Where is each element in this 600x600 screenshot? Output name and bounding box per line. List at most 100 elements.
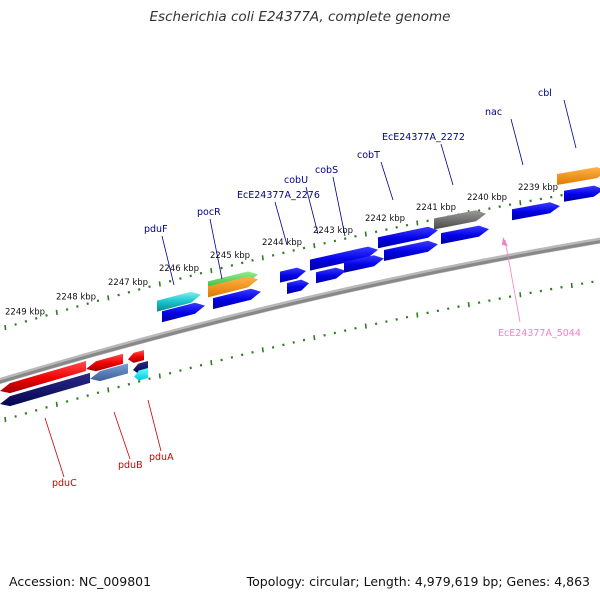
scale-tick-inner (199, 363, 203, 367)
scale-tick-outer (498, 205, 501, 208)
gene-arrow-forward (213, 288, 261, 310)
scale-label: 2249 kbp (5, 308, 45, 318)
scale-tick-outer (292, 249, 295, 252)
gene-label-forward: nac (485, 107, 502, 118)
scale-tick-inner (570, 282, 573, 289)
scale-tick-inner (385, 320, 388, 323)
scale-tick-outer (271, 253, 275, 257)
gene-arrow-reverse (128, 350, 144, 363)
scale-tick-outer (251, 258, 254, 262)
scale-tick-inner (34, 409, 38, 412)
gene-label-reverse: pduB (118, 460, 143, 471)
scale-tick-outer (560, 193, 563, 197)
scale-tick-inner (210, 360, 213, 366)
scale-tick-inner (416, 312, 419, 318)
scale-tick-outer (549, 195, 553, 199)
gene-label-forward: EcE24377A_2276 (237, 190, 320, 201)
rna-leader (504, 239, 521, 323)
scale-tick-inner (426, 311, 429, 315)
scale-tick-outer (343, 237, 347, 240)
scale-tick-outer (426, 219, 429, 223)
gene-arrow-reverse (86, 353, 123, 372)
scale-tick-inner (117, 385, 120, 389)
scale-tick-outer (333, 239, 337, 243)
scale-tick-inner (549, 287, 553, 291)
scale-tick-inner (446, 307, 450, 311)
gene-arrow-forward (310, 246, 378, 271)
scale-tick-outer (107, 295, 110, 301)
gene-arrow-forward (162, 302, 205, 323)
scale-tick-outer (34, 317, 38, 320)
gene-label-forward: cobT (357, 150, 380, 161)
gene-leader-forward (380, 161, 394, 201)
scale-tick-inner (519, 292, 522, 298)
scale-layer: 2249 kbp 2248 kbp 2247 kbp 2246 kbp 2245 kbp… (4, 183, 594, 423)
scale-tick-inner (168, 371, 172, 375)
scale-tick-inner (230, 356, 234, 359)
scale-tick-inner (86, 394, 89, 397)
scale-tick-outer (45, 314, 48, 317)
scale-tick-outer (199, 271, 203, 275)
scale-tick-inner (364, 323, 367, 329)
scale-tick-inner (179, 369, 182, 372)
gene-arrow-forward (512, 202, 560, 221)
scale-tick-inner (65, 400, 69, 403)
gene-leader-forward (209, 218, 223, 280)
scale-tick-inner (323, 333, 326, 337)
scale-tick-outer (117, 293, 120, 297)
scale-tick-outer (405, 223, 409, 227)
scale-tick-inner (354, 326, 357, 330)
scale-tick-inner (76, 397, 79, 400)
scale-tick-inner (4, 416, 7, 423)
gene-label-forward: cobS (315, 165, 338, 176)
scale-tick-outer (508, 203, 512, 207)
scale-tick-inner (240, 353, 244, 357)
gene-arrow-reverse (134, 368, 148, 381)
scale-tick-outer (148, 285, 151, 289)
scale-tick-outer (539, 197, 543, 201)
scale-label: 2239 kbp (518, 183, 558, 193)
scale-tick-outer (261, 255, 264, 261)
scale-tick-outer (210, 268, 213, 274)
gene-arrow-forward (384, 240, 438, 261)
scale-tick-inner (55, 401, 58, 407)
scale-tick-inner (107, 387, 110, 393)
backbone-layer (0, 237, 600, 385)
gene-arrow-forward (344, 255, 384, 273)
scale-tick-outer (477, 209, 481, 212)
scale-tick-inner (137, 380, 141, 383)
gene-leader-forward (161, 235, 175, 286)
scale-tick-outer (488, 207, 491, 210)
scale-tick-outer (24, 320, 28, 323)
scale-tick-outer (354, 234, 357, 238)
scale-tick-outer (179, 277, 182, 280)
gene-label-forward: cbl (538, 88, 552, 99)
scale-tick-inner (508, 295, 512, 299)
scale-label: 2243 kbp (313, 226, 353, 236)
scale-tick-outer (529, 199, 532, 203)
scale-tick-outer (65, 308, 69, 311)
scale-tick-outer (240, 261, 244, 265)
scale-tick-inner (395, 318, 398, 321)
gene-label-rna: EcE24377A_5044 (498, 328, 581, 339)
gene-leader-forward (332, 176, 346, 237)
scale-tick-outer (323, 241, 326, 245)
gene-label-forward: pocR (197, 207, 221, 218)
accession-text: Accession: NC_009801 (9, 574, 152, 589)
scale-tick-inner (333, 331, 337, 335)
scale-tick-outer (76, 305, 79, 308)
scale-tick-outer (14, 323, 17, 326)
scale-tick-outer (364, 231, 367, 237)
scale-label: 2248 kbp (56, 293, 96, 303)
scale-tick-inner (282, 343, 285, 347)
gene-arrow-forward (378, 226, 438, 249)
scale-tick-inner (560, 285, 563, 289)
map-title: Escherichia coli E24377A, complete genom… (149, 9, 451, 25)
scale-label: 2245 kbp (210, 251, 250, 261)
gene-arrow-forward (564, 185, 600, 202)
scale-tick-inner (313, 335, 316, 341)
scale-tick-inner (436, 309, 440, 313)
scale-tick-inner (251, 350, 254, 354)
scale-label: 2241 kbp (416, 203, 456, 213)
gene-arrow-forward (208, 276, 258, 298)
